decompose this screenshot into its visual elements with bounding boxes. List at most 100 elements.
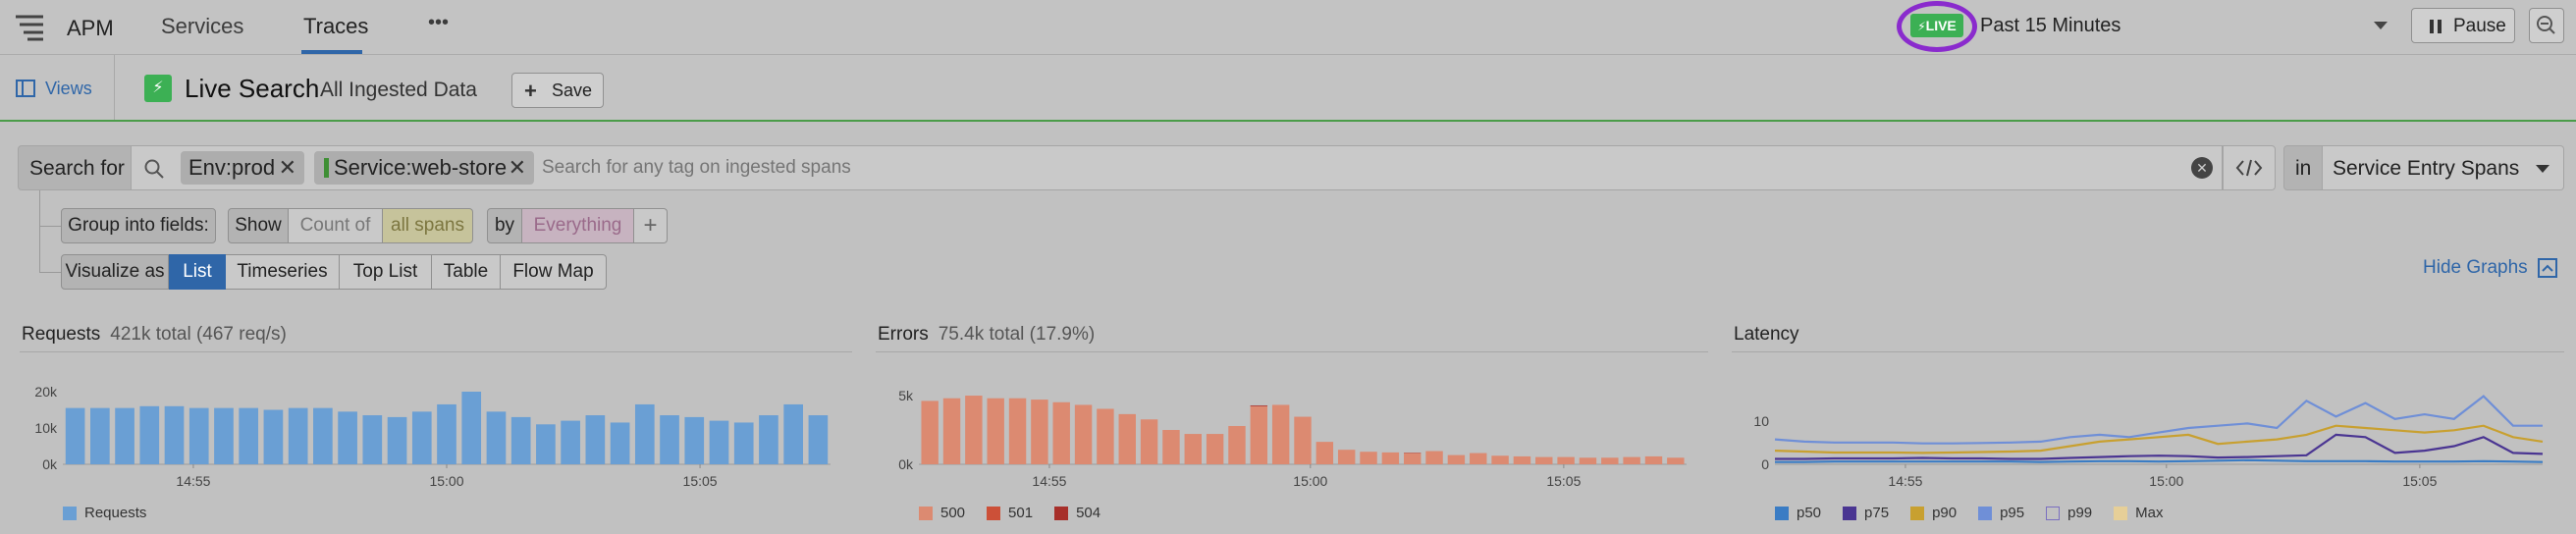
bar-504: [1250, 404, 1268, 406]
remove-service-filter-icon[interactable]: ✕: [508, 155, 526, 180]
errors-subtitle: 75.4k total (17.9%): [938, 324, 1096, 345]
latency-chart-title: Latency: [1734, 324, 1799, 346]
more-menu[interactable]: •••: [428, 12, 450, 33]
legend-label-p50: p50: [1797, 505, 1822, 521]
remove-env-filter-icon[interactable]: ✕: [278, 155, 296, 180]
save-button-label: Save: [552, 80, 593, 100]
requests-title-rule: [20, 351, 852, 352]
clear-search-icon[interactable]: ✕: [2191, 157, 2213, 179]
legend-label-p90: p90: [1932, 505, 1958, 521]
bar-requests: [709, 420, 729, 464]
viz-option-list[interactable]: List: [169, 254, 226, 290]
legend-swatch-p75: [1843, 506, 1857, 520]
legend-swatch-501: [987, 506, 1001, 520]
filter-chip-service[interactable]: Service:web-store ✕: [314, 151, 534, 185]
bar-500: [1206, 434, 1224, 464]
chevron-down-icon: [2536, 165, 2549, 173]
bar-requests: [387, 416, 407, 464]
show-label: Show: [228, 208, 289, 243]
bar-500: [1579, 457, 1597, 464]
bar-500: [1601, 457, 1619, 464]
bar-requests: [338, 411, 357, 464]
group-into-fields-label: Group into fields:: [61, 208, 216, 243]
bar-requests: [660, 415, 679, 464]
tab-services[interactable]: Services: [161, 14, 244, 38]
legend-label-p99: p99: [2067, 505, 2093, 521]
bar-500: [1184, 434, 1202, 464]
x-tick-label: 15:00: [2149, 473, 2183, 489]
latency-title: Latency: [1734, 324, 1799, 345]
header-divider: [114, 55, 115, 120]
apm-menu-icon[interactable]: [16, 14, 45, 41]
requests-chart-title: Requests 421k total (467 req/s): [22, 324, 287, 346]
viz-option-toplist[interactable]: Top List: [340, 254, 432, 290]
bar-500: [1074, 404, 1093, 464]
viz-option-timeseries[interactable]: Timeseries: [226, 254, 340, 290]
save-button[interactable]: + Save: [511, 73, 604, 108]
count-of-select[interactable]: Count of: [289, 208, 383, 243]
y-tick-label: 0k: [898, 456, 914, 472]
time-range-select[interactable]: Past 15 Minutes: [1975, 8, 2395, 45]
all-spans-select[interactable]: all spans: [383, 208, 473, 243]
legend-swatch-p99: [2046, 506, 2061, 520]
bar-requests: [561, 420, 580, 464]
add-group-button[interactable]: +: [634, 208, 668, 243]
filter-chip-env[interactable]: Env:prod ✕: [181, 151, 304, 185]
bar-requests: [437, 403, 456, 464]
plus-icon: +: [524, 79, 537, 103]
bar-requests: [733, 422, 754, 464]
views-panel-icon: [16, 80, 35, 97]
tab-traces[interactable]: Traces: [303, 14, 369, 38]
legend-swatch-p50: [1775, 506, 1789, 520]
bar-requests: [214, 407, 234, 464]
y-tick-label: 10: [1753, 413, 1769, 429]
live-badge[interactable]: ⚡LIVE: [1910, 14, 1963, 37]
tab-traces-indicator: [301, 50, 362, 54]
legend-label-max: Max: [2135, 505, 2164, 521]
bar-requests: [139, 405, 160, 464]
legend-label-500: 500: [940, 505, 966, 521]
everything-select[interactable]: Everything: [522, 208, 634, 243]
errors-title-rule: [876, 351, 1708, 352]
bar-500: [1337, 450, 1356, 464]
bar-500: [1271, 404, 1290, 464]
bar-500: [1644, 455, 1663, 464]
hide-graphs-button[interactable]: Hide Graphs: [2423, 257, 2557, 279]
y-tick-label: 20k: [34, 384, 58, 400]
viz-option-table[interactable]: Table: [432, 254, 501, 290]
viz-option-flow-map[interactable]: Flow Map: [501, 254, 607, 290]
span-scope-value: Service Entry Spans: [2333, 157, 2520, 180]
legend-swatch-p90: [1910, 506, 1925, 520]
bar-requests: [808, 415, 829, 464]
bar-requests: [362, 415, 383, 464]
span-scope-select[interactable]: Service Entry Spans: [2323, 145, 2564, 190]
legend-label-501: 501: [1008, 505, 1034, 521]
bar-requests: [486, 411, 507, 464]
time-range-value: Past 15 Minutes: [1980, 15, 2121, 36]
legend-label-p95: p95: [2000, 505, 2025, 521]
zoom-out-button[interactable]: [2529, 8, 2564, 43]
page-subtitle: All Ingested Data: [320, 79, 477, 101]
pause-button[interactable]: Pause: [2411, 8, 2515, 43]
bar-500: [1097, 408, 1114, 464]
bar-requests: [115, 407, 134, 464]
bar-500: [1360, 452, 1377, 464]
search-input[interactable]: [542, 152, 1209, 184]
service-color-marker: [324, 158, 329, 178]
legend-label-p75: p75: [1864, 505, 1890, 521]
bar-500: [921, 400, 939, 464]
bar-500: [1491, 455, 1509, 464]
bar-requests: [90, 407, 110, 464]
hide-graphs-label: Hide Graphs: [2423, 257, 2528, 278]
bar-500: [1250, 405, 1268, 464]
errors-legend: 500 501 504: [919, 505, 1100, 521]
x-tick-label: 14:55: [176, 473, 210, 489]
line-p50: [1775, 458, 2544, 463]
bar-requests: [188, 407, 209, 464]
views-button[interactable]: Views: [16, 77, 92, 100]
code-view-button[interactable]: [2223, 145, 2276, 190]
lightning-icon: ⚡: [1917, 20, 1926, 33]
pause-icon: [2430, 20, 2442, 33]
legend-swatch-504: [1054, 506, 1069, 520]
bar-500: [1535, 456, 1553, 464]
